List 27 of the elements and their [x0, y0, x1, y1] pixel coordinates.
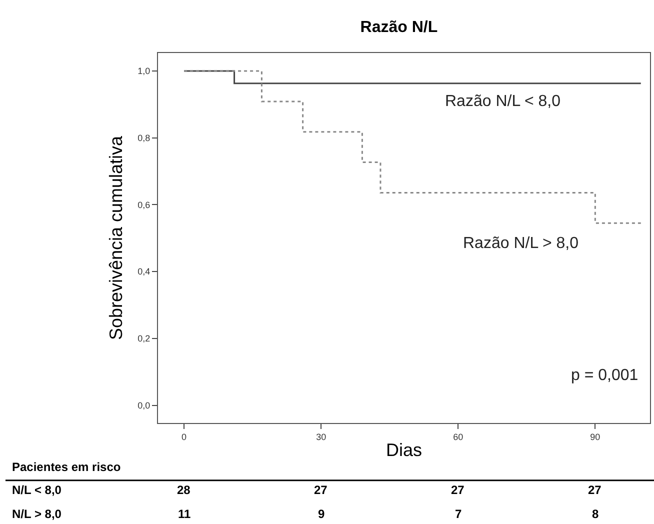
- series-label: Razão N/L < 8,0: [445, 93, 561, 110]
- y-tick-label: 0,8: [138, 133, 150, 144]
- series-label: Razão N/L > 8,0: [463, 235, 579, 252]
- text: N/L < 8,0: [12, 483, 62, 497]
- text: 28: [177, 483, 191, 497]
- x-tick-label: 30: [316, 432, 326, 442]
- x-axis-title: Dias: [386, 440, 422, 460]
- text: 11: [178, 507, 192, 521]
- annotation: p = 0,001: [571, 367, 638, 384]
- text: N/L > 8,0: [12, 507, 62, 521]
- text: 27: [588, 483, 602, 497]
- y-tick-label: 0,4: [138, 266, 150, 277]
- text: 27: [451, 483, 465, 497]
- y-axis-title: Sobrevivência cumulativa: [106, 134, 126, 340]
- y-tick-label: 0,0: [138, 400, 150, 410]
- text: 7: [455, 507, 462, 521]
- text: 27: [314, 483, 328, 497]
- y-tick-label: 0,6: [138, 200, 150, 210]
- x-tick-label: 90: [590, 432, 600, 442]
- x-tick-label: 60: [453, 432, 464, 442]
- text: 8: [592, 507, 599, 521]
- text: 9: [318, 507, 325, 521]
- y-tick-label: 1,0: [138, 66, 150, 76]
- chart-title: Razão N/L: [360, 18, 438, 36]
- x-tick-label: 0: [182, 432, 187, 442]
- text: Pacientes em risco: [12, 460, 121, 474]
- y-tick-label: 0,2: [138, 334, 150, 344]
